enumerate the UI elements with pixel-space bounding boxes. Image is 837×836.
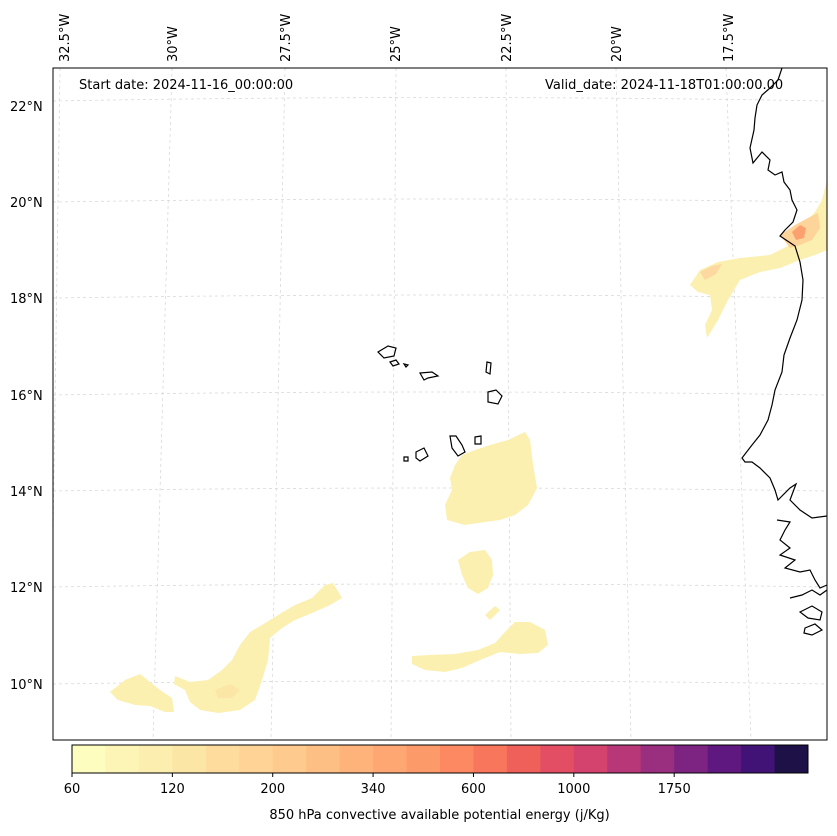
lon-label: 22.5°W	[500, 14, 515, 62]
graticule	[53, 68, 827, 740]
cape-area-southwest	[110, 674, 174, 712]
guinea-coast	[789, 589, 827, 599]
colorbar-swatch	[741, 745, 776, 773]
colorbar-swatch	[774, 745, 809, 773]
colorbar-ticks: 60 120 200 340 600 1000 1750	[64, 773, 691, 797]
parallel-16n	[53, 391, 827, 396]
colorbar-swatch	[272, 745, 307, 773]
boa-vista	[487, 389, 503, 405]
cape-area-southeast	[412, 622, 548, 672]
cape-area-coast	[700, 264, 722, 280]
sierra-leone-coast	[798, 605, 823, 621]
lat-label: 12°N	[10, 581, 43, 596]
bissagos-islands	[803, 623, 824, 636]
sao-nicolau	[419, 371, 440, 381]
parallel-22n	[53, 97, 827, 102]
valid-date-label: Valid_date: 2024-11-18T01:00:00.00	[545, 78, 784, 93]
santiago	[449, 435, 466, 457]
start-date-label: Start date: 2024-11-16_00:00:00	[79, 78, 294, 93]
cape-area-small	[485, 606, 500, 620]
colorbar-swatch	[339, 745, 374, 773]
parallel-10n	[53, 680, 827, 685]
meridian-20w	[615, 68, 632, 740]
colorbar-tick-label: 1750	[658, 782, 691, 797]
lat-label: 10°N	[10, 678, 43, 693]
colorbar-swatch	[607, 745, 642, 773]
colorbar-swatch	[473, 745, 508, 773]
colorbar-swatch	[138, 745, 173, 773]
colorbar-tick-label: 200	[260, 782, 285, 797]
lat-label: 22°N	[10, 100, 43, 115]
colorbar-tick-label: 600	[461, 782, 486, 797]
lon-label: 27.5°W	[279, 14, 294, 62]
lat-label: 20°N	[10, 196, 43, 211]
colorbar-swatch	[72, 745, 106, 773]
longitude-labels: 32.5°W 30°W 27.5°W 25°W 22.5°W 20°W 17.5…	[58, 14, 737, 62]
cape-field	[110, 180, 827, 713]
colorbar-swatch	[674, 745, 709, 773]
colorbar-swatch	[540, 745, 575, 773]
lat-label: 16°N	[10, 389, 43, 404]
sal	[485, 361, 492, 375]
sao-vicente	[389, 359, 400, 367]
colorbar-swatch	[239, 745, 274, 773]
colorbar-swatch	[172, 745, 207, 773]
meridian-27-5w	[270, 68, 286, 740]
cape-area-mauritania	[690, 180, 827, 338]
fogo	[415, 447, 429, 462]
cape-area-band	[174, 583, 342, 713]
colorbar-swatch	[640, 745, 675, 773]
parallel-14n	[53, 487, 827, 492]
colorbar-swatch	[573, 745, 608, 773]
santo-antao	[377, 345, 397, 359]
colorbar-swatch	[306, 745, 341, 773]
lon-label: 17.5°W	[722, 14, 737, 62]
colorbar-tick-label: 120	[160, 782, 185, 797]
lon-label: 30°W	[166, 26, 181, 62]
maio	[474, 435, 482, 445]
colorbar-swatch	[707, 745, 742, 773]
lon-label: 20°W	[610, 26, 625, 62]
lon-label: 25°W	[389, 26, 404, 62]
africa-coastline-south	[776, 519, 827, 589]
colorbar-swatch	[506, 745, 541, 773]
lon-label: 32.5°W	[58, 14, 73, 62]
parallel-12n	[53, 583, 827, 588]
map-frame	[52, 67, 828, 741]
colorbar-swatch	[373, 745, 408, 773]
colorbar-frame	[71, 744, 809, 774]
meridian-25w	[390, 68, 397, 740]
santa-luzia	[402, 363, 410, 368]
cape-area-central	[458, 550, 493, 594]
cape-area-mauritania-peak	[792, 225, 806, 240]
meridian-32-5w	[53, 68, 61, 566]
meridian-30w	[152, 68, 173, 740]
coastlines	[377, 68, 827, 636]
parallel-20n	[53, 198, 827, 203]
colorbar-swatch	[440, 745, 474, 773]
colorbar-swatch	[205, 745, 240, 773]
latitude-labels: 22°N 20°N 18°N 16°N 14°N 12°N 10°N	[10, 100, 43, 693]
colorbar-tick-label: 60	[64, 782, 81, 797]
lat-label: 18°N	[10, 292, 43, 307]
cape-area-band-core	[215, 684, 240, 698]
colorbar-tick-label: 340	[361, 782, 386, 797]
colorbar-title: 850 hPa convective available potential e…	[269, 808, 610, 823]
cape-area-east-islands	[445, 432, 537, 525]
parallel-18n	[53, 294, 827, 299]
meridian-17-5w	[725, 68, 752, 740]
colorbar-swatch	[105, 745, 140, 773]
colorbar-tick-label: 1000	[557, 782, 590, 797]
colorbar	[72, 745, 809, 773]
brava	[403, 456, 409, 462]
africa-coastline	[741, 68, 827, 519]
colorbar-swatch	[406, 745, 441, 773]
lat-label: 14°N	[10, 485, 43, 500]
